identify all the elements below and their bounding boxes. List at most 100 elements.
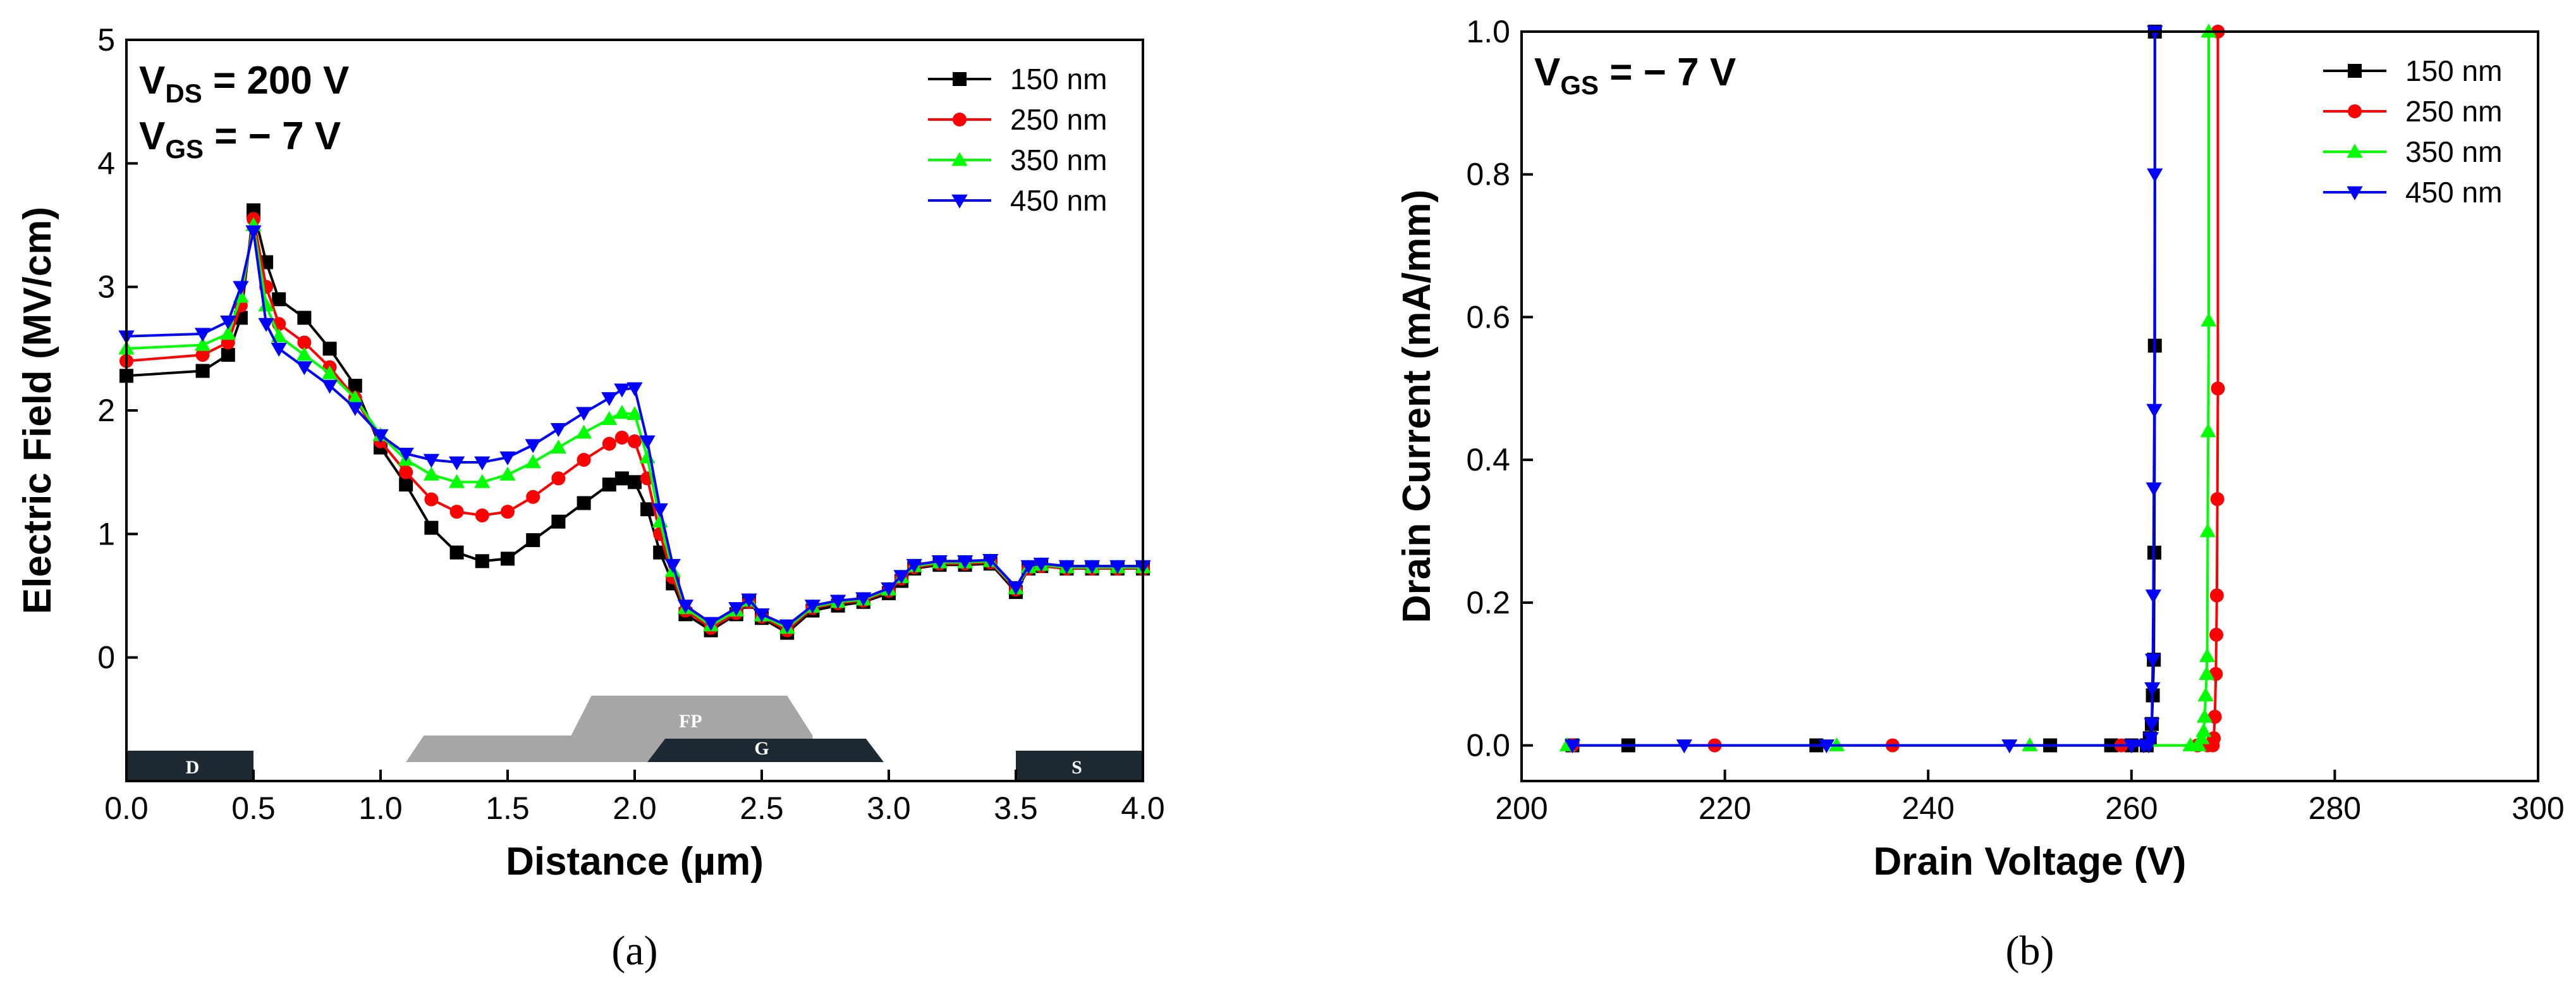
data-point [221,348,235,362]
data-point [424,492,439,507]
data-point [2194,730,2210,744]
x-axis-label: Drain Voltage (V) [1874,840,2187,883]
data-point [626,406,643,421]
data-point [550,439,567,453]
data-point [423,466,440,481]
data-point [551,514,566,529]
data-point [449,505,464,519]
data-point [881,582,897,596]
x-tick-label: 200 [1495,791,1547,826]
data-point [2199,523,2216,538]
panel-label: (b) [2006,928,2054,974]
y-tick-label: 0.4 [1466,442,1510,477]
data-point [2123,739,2140,754]
y-tick-label: 1 [97,516,115,551]
data-point [245,225,262,240]
x-tick-label: 3.5 [994,791,1038,826]
data-point [614,471,629,486]
legend: 150 nm 250 nm 350 nm 450 nm [2323,54,2502,209]
data-point [626,382,643,397]
legend-marker [951,152,968,166]
data-point [614,405,630,419]
data-point [1058,560,1075,574]
data-point [195,348,210,362]
data-point [321,365,338,379]
data-point [2210,492,2225,507]
data-point [347,390,363,404]
y-tick-label: 0.2 [1466,585,1510,620]
data-point [2001,739,2018,754]
data-point [1033,557,1049,572]
data-point [2197,687,2214,701]
data-point [601,392,618,407]
data-point [220,316,236,330]
data-point [448,456,465,471]
y-tick-label: 0.0 [1466,728,1510,763]
data-point [804,600,821,614]
field-plate-label: FP [679,711,702,732]
data-point [2209,588,2224,603]
data-point [475,554,489,569]
legend-marker [2347,186,2363,200]
legend-label: 250 nm [1010,103,1107,136]
x-axis: 0.0 0.5 1.0 1.5 2.0 2.5 3.0 3.5 4.0 Distance (µm) [104,770,1165,883]
data-point [526,533,540,548]
data-point [2209,627,2224,642]
data-point [272,292,286,307]
plot-area: FP G D S [118,203,1151,781]
series-450-nm [1564,25,2163,754]
x-tick-label: 2.0 [613,791,657,826]
y-axis: 0.0 0.2 0.4 0.6 0.8 1.0 Drain Current (mA/mm) [1395,14,1533,763]
annotation-symbol: V [139,114,165,158]
annotation: VDS = 200 V [139,59,349,108]
data-point [577,496,591,510]
data-point [2201,312,2217,327]
data-point [525,454,541,469]
data-point [348,378,362,393]
x-axis: 200 220 240 260 280 300 Drain Voltage (V) [1495,770,2565,883]
y-tick-label: 2 [97,393,115,428]
source-label: S [1071,757,1082,778]
x-tick-label: 1.0 [358,791,403,826]
annotations: VGS = − 7 V [1534,51,1736,100]
data-point [2211,381,2225,396]
x-tick-label: 2.5 [740,791,784,826]
x-tick-label: 4.0 [1121,791,1165,826]
data-point [652,503,668,517]
data-point [829,594,846,609]
y-axis: 0 1 2 3 4 5 Electric Field (MV/cm) [16,22,138,675]
data-point [931,555,948,569]
plot-area [1559,23,2225,754]
data-point [448,474,465,488]
data-point [2144,682,2161,696]
data-point [2199,666,2215,680]
legend-marker [953,113,967,126]
data-point [474,474,491,488]
data-point [728,602,745,617]
data-point [602,436,616,451]
annotation-subscript: DS [165,78,202,108]
data-point [614,430,629,445]
gate-shape [647,739,884,762]
legend-label: 250 nm [2405,95,2502,128]
data-point [1008,581,1024,595]
data-point [526,489,540,504]
data-point [195,364,210,378]
data-point [982,554,999,569]
device-structure: FP G D S [126,696,1143,781]
y-tick-label: 5 [97,22,115,58]
data-point [779,619,795,634]
x-tick-label: 280 [2309,791,2361,826]
data-point [1020,560,1037,574]
data-point [2145,589,2162,604]
data-point [398,448,414,462]
y-tick-label: 0 [97,640,115,675]
data-point [399,465,413,479]
y-tick-label: 1.0 [1466,14,1510,49]
x-tick-label: 3.0 [867,791,911,826]
data-point [1084,560,1101,574]
data-point [499,466,516,481]
